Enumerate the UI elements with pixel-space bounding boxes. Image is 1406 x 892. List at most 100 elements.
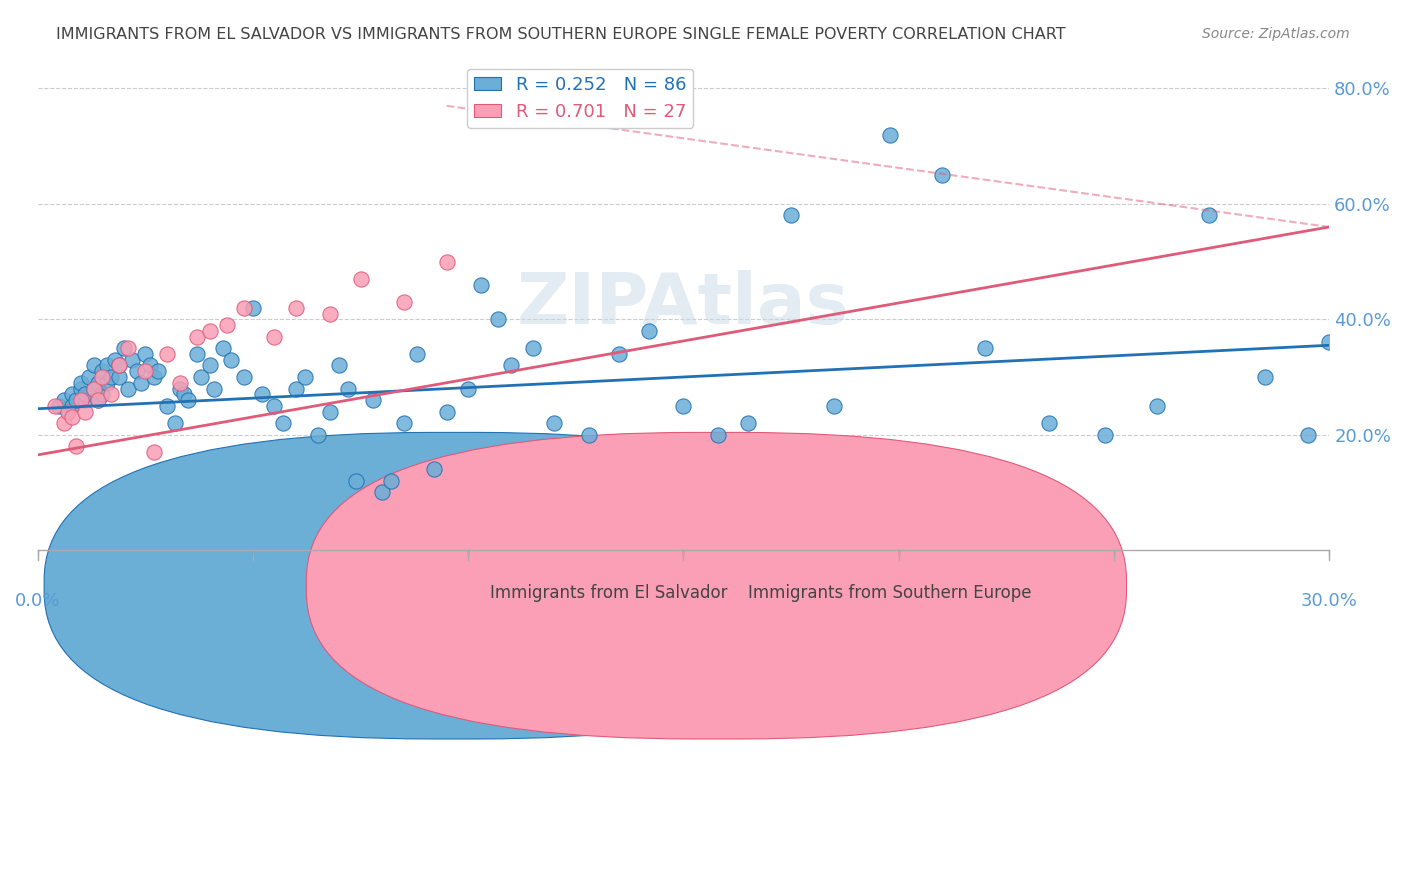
- Point: [672, 399, 695, 413]
- Text: ZIPAtlas: ZIPAtlas: [517, 270, 849, 339]
- Point: [198, 359, 221, 373]
- Point: [142, 370, 165, 384]
- Point: [543, 416, 565, 430]
- Text: 0.0%: 0.0%: [15, 591, 60, 610]
- Point: [457, 382, 479, 396]
- Point: [392, 416, 415, 430]
- Point: [87, 376, 110, 390]
- Point: [737, 416, 759, 430]
- Point: [198, 324, 221, 338]
- Point: [202, 382, 225, 396]
- Point: [780, 208, 803, 222]
- Point: [522, 341, 544, 355]
- FancyBboxPatch shape: [307, 433, 1126, 739]
- Point: [250, 387, 273, 401]
- Point: [319, 306, 342, 320]
- Point: [823, 399, 845, 413]
- Point: [87, 393, 110, 408]
- Point: [344, 474, 367, 488]
- Point: [436, 404, 458, 418]
- Text: Immigrants from El Salvador: Immigrants from El Salvador: [489, 584, 727, 602]
- Point: [486, 312, 509, 326]
- Point: [328, 359, 350, 373]
- Point: [134, 347, 156, 361]
- Point: [638, 324, 661, 338]
- Point: [285, 301, 308, 315]
- Point: [56, 404, 79, 418]
- Point: [156, 399, 179, 413]
- Point: [60, 410, 83, 425]
- Point: [69, 376, 91, 390]
- Point: [285, 382, 308, 396]
- Point: [470, 277, 492, 292]
- Point: [1296, 427, 1319, 442]
- FancyBboxPatch shape: [44, 433, 865, 739]
- Point: [380, 474, 402, 488]
- Text: Immigrants from Southern Europe: Immigrants from Southern Europe: [748, 584, 1032, 602]
- Point: [233, 301, 256, 315]
- Point: [436, 254, 458, 268]
- Point: [100, 387, 122, 401]
- Point: [336, 382, 359, 396]
- Point: [112, 341, 135, 355]
- Point: [65, 439, 87, 453]
- Point: [96, 359, 118, 373]
- Point: [73, 404, 96, 418]
- Point: [1253, 370, 1275, 384]
- Point: [165, 416, 187, 430]
- Point: [169, 382, 191, 396]
- Point: [69, 393, 91, 408]
- Point: [319, 404, 342, 418]
- Text: 30.0%: 30.0%: [1301, 591, 1358, 610]
- Legend: R = 0.252   N = 86, R = 0.701   N = 27: R = 0.252 N = 86, R = 0.701 N = 27: [467, 69, 693, 128]
- Point: [73, 387, 96, 401]
- Point: [148, 364, 170, 378]
- Point: [423, 462, 446, 476]
- Point: [65, 393, 87, 408]
- Point: [1146, 399, 1168, 413]
- Point: [233, 370, 256, 384]
- Point: [271, 416, 294, 430]
- Point: [371, 485, 394, 500]
- Point: [60, 399, 83, 413]
- Point: [879, 128, 901, 142]
- Point: [83, 382, 105, 396]
- Point: [44, 399, 66, 413]
- Point: [125, 364, 148, 378]
- Point: [91, 364, 114, 378]
- Point: [363, 393, 385, 408]
- Point: [117, 382, 139, 396]
- Point: [48, 399, 70, 413]
- Point: [73, 393, 96, 408]
- Point: [156, 347, 179, 361]
- Point: [1198, 208, 1220, 222]
- Point: [108, 370, 131, 384]
- Point: [607, 347, 630, 361]
- Point: [294, 370, 316, 384]
- Point: [108, 359, 131, 373]
- Point: [79, 370, 101, 384]
- Point: [221, 352, 243, 367]
- Point: [134, 364, 156, 378]
- Point: [349, 272, 371, 286]
- Point: [263, 399, 285, 413]
- Point: [173, 387, 195, 401]
- Point: [83, 359, 105, 373]
- Point: [169, 376, 191, 390]
- Point: [129, 376, 152, 390]
- Point: [52, 393, 75, 408]
- Point: [1094, 427, 1116, 442]
- Point: [707, 427, 730, 442]
- Point: [217, 318, 239, 332]
- Text: IMMIGRANTS FROM EL SALVADOR VS IMMIGRANTS FROM SOUTHERN EUROPE SINGLE FEMALE POV: IMMIGRANTS FROM EL SALVADOR VS IMMIGRANT…: [56, 27, 1066, 42]
- Point: [931, 168, 953, 182]
- Point: [96, 376, 118, 390]
- Point: [578, 427, 600, 442]
- Point: [405, 347, 427, 361]
- Point: [69, 382, 91, 396]
- Point: [117, 341, 139, 355]
- Point: [177, 393, 200, 408]
- Point: [1038, 416, 1060, 430]
- Point: [104, 352, 127, 367]
- Point: [60, 387, 83, 401]
